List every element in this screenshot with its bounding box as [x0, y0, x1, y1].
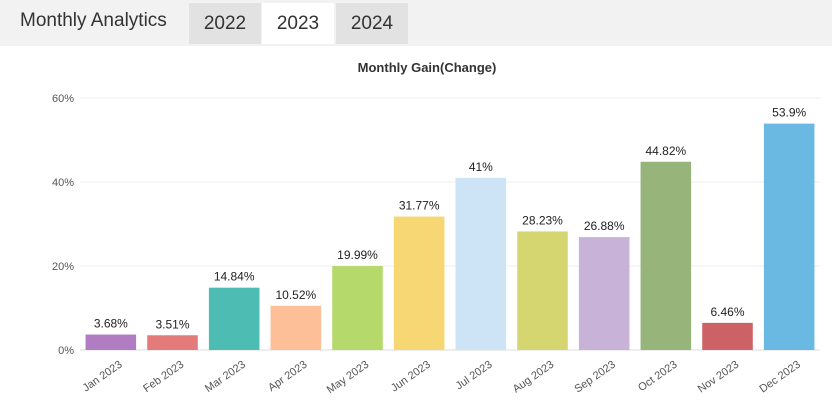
y-tick-label: 20% — [52, 261, 74, 273]
bar-value-label: 19.99% — [337, 248, 378, 262]
bar-mar-2023[interactable] — [208, 287, 260, 350]
x-tick-label: Oct 2023 — [636, 359, 679, 394]
x-tick-label: Nov 2023 — [696, 359, 741, 396]
bar-nov-2023[interactable] — [702, 322, 753, 350]
x-tick-label: Feb 2023 — [141, 359, 186, 395]
y-tick-label: 60% — [52, 93, 74, 105]
y-tick-label: 40% — [52, 177, 74, 189]
chart-container: Monthly Gain(Change) 0% 20% 40% 60% 3.68% 3.… — [0, 46, 832, 415]
x-tick-label: Apr 2023 — [266, 359, 309, 394]
tab-2022[interactable]: 2022 — [189, 3, 261, 44]
bar-value-label: 53.9% — [772, 106, 806, 120]
x-tick-label: Sep 2023 — [572, 359, 617, 396]
tab-2023[interactable]: 2023 — [262, 3, 334, 44]
x-tick-label: Jan 2023 — [81, 359, 125, 395]
bar-value-label: 14.84% — [214, 270, 255, 284]
bar-may-2023[interactable] — [332, 266, 383, 350]
chart-title: Monthly Gain(Change) — [358, 60, 497, 75]
bar-aug-2023[interactable] — [517, 231, 568, 350]
tab-2024[interactable]: 2024 — [336, 3, 408, 44]
x-tick-label: May 2023 — [325, 359, 371, 397]
bar-value-label: 3.51% — [155, 317, 189, 331]
bar-jul-2023[interactable] — [455, 177, 507, 350]
bar-oct-2023[interactable] — [640, 161, 692, 350]
y-tick-label: 0% — [58, 345, 74, 357]
bar-dec-2023[interactable] — [763, 123, 815, 351]
bar-value-label: 41% — [469, 160, 493, 174]
analytics-header: Monthly Analytics 2022 2023 2024 — [0, 0, 832, 46]
x-tick-label: Jul 2023 — [454, 359, 495, 393]
x-tick-label: Aug 2023 — [511, 359, 556, 396]
bar-value-label: 26.88% — [584, 219, 625, 233]
bar-value-label: 10.52% — [275, 288, 316, 302]
x-tick-label: Mar 2023 — [203, 359, 248, 395]
bar-feb-2023[interactable] — [147, 335, 198, 350]
bar-value-label: 44.82% — [645, 144, 686, 158]
x-tick-label: Jun 2023 — [389, 359, 433, 395]
bar-jun-2023[interactable] — [393, 216, 445, 350]
bar-jan-2023[interactable] — [85, 334, 137, 350]
bar-value-label: 28.23% — [522, 213, 563, 227]
bar-value-label: 3.68% — [94, 317, 128, 331]
header-title: Monthly Analytics — [20, 10, 167, 31]
bar-apr-2023[interactable] — [270, 305, 322, 350]
x-tick-label: Dec 2023 — [757, 359, 802, 396]
bar-value-label: 6.46% — [710, 305, 744, 319]
monthly-gain-chart: Monthly Gain(Change) 0% 20% 40% 60% 3.68% 3.… — [52, 60, 820, 397]
bar-value-label: 31.77% — [399, 199, 440, 213]
bar-sep-2023[interactable] — [578, 237, 630, 350]
